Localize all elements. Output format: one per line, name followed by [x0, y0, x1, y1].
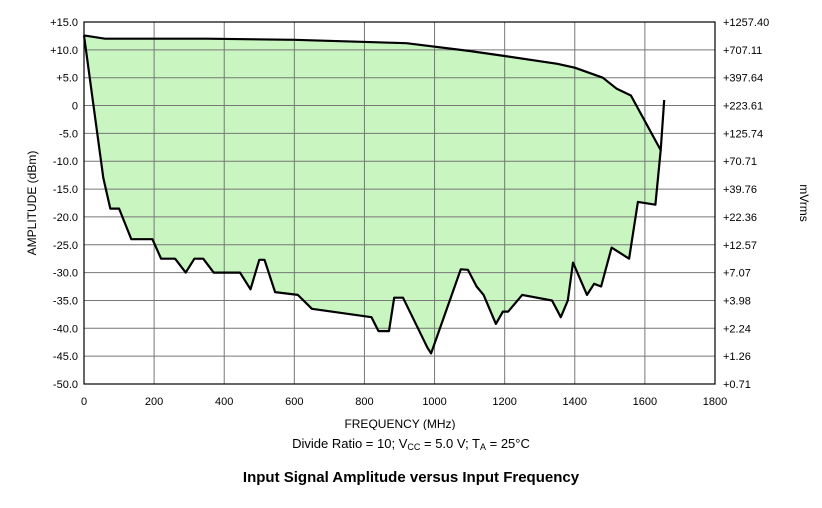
- conditions-prefix: Divide Ratio = 10; V: [292, 436, 408, 451]
- y-tick-label: +15.0: [50, 17, 78, 29]
- conditions-mid: = 5.0 V; T: [420, 436, 480, 451]
- y2-tick-label: +70.71: [723, 156, 757, 168]
- chart-caption: Input Signal Amplitude versus Input Freq…: [242, 469, 580, 486]
- x-tick-label: 1200: [492, 396, 516, 408]
- y-tick-label: +5.0: [56, 73, 78, 85]
- y2-tick-label: +7.07: [723, 268, 751, 280]
- x-tick-label: 600: [285, 396, 303, 408]
- y-tick-label: -10.0: [53, 156, 78, 168]
- y2-tick-label: +125.74: [723, 128, 763, 140]
- plot-frame: [83, 21, 716, 385]
- y2-tick-label: +397.64: [723, 73, 763, 85]
- y-axis-title: AMPLITUDE (dBm): [25, 151, 39, 256]
- x-tick-label: 0: [81, 396, 87, 408]
- y2-tick-label: +2.24: [723, 323, 751, 335]
- x-tick-label: 1000: [422, 396, 446, 408]
- y-tick-label: -15.0: [53, 184, 78, 196]
- y-tick-label: -35.0: [53, 295, 78, 307]
- y2-tick-label: +22.36: [723, 212, 757, 224]
- y2-tick-label: +39.76: [723, 184, 757, 196]
- amplitude-frequency-chart: FREQUENCY (MHz) AMPLITUDE (dBm) mVrms 0 2…: [25, 17, 811, 430]
- y2-tick-label: +12.57: [723, 240, 757, 252]
- x-tick-label: 800: [355, 396, 373, 408]
- y-tick-label: -20.0: [53, 212, 78, 224]
- conditions-suffix: = 25°C: [486, 436, 530, 451]
- y-tick-labels: +15.0 +10.0 +5.0 0 -5.0 -10.0 -15.0 -20.0 -25.0 -…: [50, 17, 78, 391]
- y2-tick-label: +223.61: [723, 101, 763, 113]
- x-tick-label: 200: [145, 396, 163, 408]
- y-tick-label: -25.0: [53, 240, 78, 252]
- y2-tick-label: +0.71: [723, 379, 751, 391]
- y-tick-label: -45.0: [53, 351, 78, 363]
- y-tick-label: -30.0: [53, 268, 78, 280]
- x-tick-labels: 0 200 400 600 800 1000 1200 1400 1600 1800: [81, 396, 727, 408]
- operating-region: [84, 35, 665, 354]
- y-tick-label: +10.0: [50, 45, 78, 57]
- y2-tick-label: +1.26: [723, 351, 751, 363]
- y-tick-label: -50.0: [53, 379, 78, 391]
- y-tick-label: 0: [72, 101, 78, 113]
- y2-tick-label: +707.11: [723, 45, 762, 57]
- ta-subscript: A: [480, 442, 487, 452]
- y-tick-label: -40.0: [53, 323, 78, 335]
- y2-axis-title: mVrms: [797, 184, 811, 222]
- y2-tick-labels: +1257.40 +707.11 +397.64 +223.61 +125.74 +70.…: [723, 17, 769, 391]
- x-tick-label: 400: [215, 396, 233, 408]
- lower-boundary-line: [82, 35, 662, 355]
- x-tick-label: 1600: [633, 396, 657, 408]
- upper-boundary-line: [83, 34, 666, 152]
- region-fill: [84, 35, 665, 354]
- x-axis-title: FREQUENCY (MHz): [344, 417, 455, 430]
- x-tick-label: 1400: [563, 396, 587, 408]
- y2-tick-label: +3.98: [723, 295, 751, 307]
- y2-tick-label: +1257.40: [723, 17, 769, 29]
- grid: [83, 21, 716, 385]
- vcc-subscript: CC: [407, 442, 421, 452]
- x-tick-label: 1800: [703, 396, 727, 408]
- y-tick-label: -5.0: [59, 128, 78, 140]
- test-conditions: Divide Ratio = 10; VCC = 5.0 V; TA = 25°…: [0, 436, 822, 452]
- region-boundaries: [82, 34, 666, 355]
